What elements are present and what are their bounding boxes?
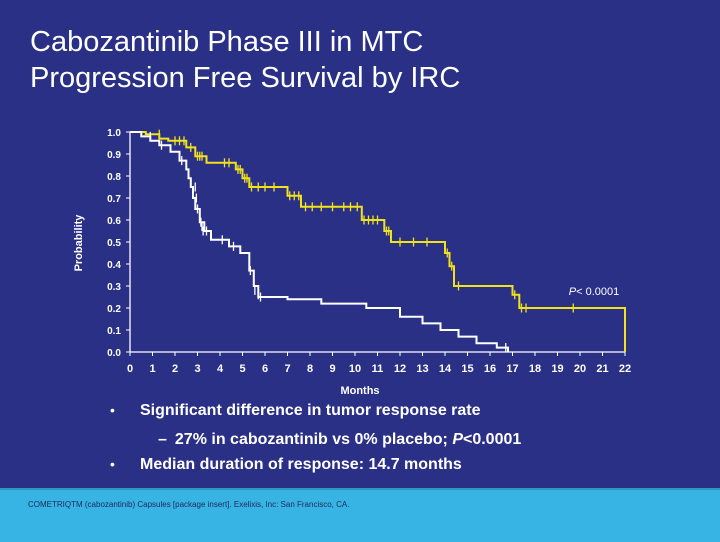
sub-bullet-p: P [452, 431, 463, 448]
sub-bullet-suffix: <0.0001 [462, 431, 522, 448]
bullet-2: • Median duration of response: 14.7 month… [110, 456, 462, 474]
title-line-2: Progression Free Survival by IRC [30, 62, 461, 94]
y-tick-label: 0.6 [107, 216, 121, 227]
y-tick-label: 0.8 [107, 172, 121, 183]
bullet-1-text: Significant difference in tumor response… [140, 402, 481, 419]
sub-bullet: –27% in cabozantinib vs 0% placebo; P<0.… [158, 431, 521, 449]
bullet-dot: • [110, 402, 115, 418]
p-value-annotation: P< 0.0001 [569, 286, 619, 298]
x-tick-label: 22 [619, 363, 631, 375]
y-tick-label: 1.0 [107, 128, 121, 139]
slide-title: Cabozantinib Phase III in MTC Progressio… [30, 24, 690, 96]
x-tick-label: 13 [416, 363, 428, 375]
x-tick-label: 7 [284, 363, 290, 375]
y-tick-label: 0.7 [107, 194, 121, 205]
x-tick-label: 16 [484, 363, 496, 375]
x-axis-label: Months [340, 385, 379, 397]
x-tick-label: 12 [394, 363, 406, 375]
x-tick-label: 11 [372, 363, 384, 375]
bullet-1: • Significant difference in tumor respons… [110, 402, 481, 420]
footer-citation: COMETRIQTM (cabozantinib) Capsules [pack… [28, 500, 350, 509]
y-tick-label: 0.5 [107, 238, 121, 249]
y-tick-label: 0.2 [107, 304, 121, 315]
x-tick-label: 20 [574, 363, 586, 375]
p-value-italic: P [569, 286, 577, 298]
pfs-kaplan-meier-chart: 0.00.10.20.30.40.50.60.70.80.91.00 1 2 3 4 5 6… [73, 128, 631, 397]
sub-bullet-dash: – [158, 431, 167, 448]
x-tick-label: 10 [349, 363, 361, 375]
sub-bullet-prefix: 27% in cabozantinib vs 0% placebo; [174, 431, 453, 448]
x-tick-label: 3 [194, 363, 200, 375]
x-tick-label: 4 [217, 363, 224, 375]
bullet-2-text: Median duration of response: 14.7 months [140, 456, 462, 473]
x-tick-label: 9 [329, 363, 335, 375]
y-axis-label: Probability [73, 214, 85, 272]
x-tick-label: 18 [529, 363, 541, 375]
km-curve-2 [130, 131, 509, 352]
y-tick-label: 0.3 [107, 282, 121, 293]
bullet-dot: • [110, 456, 115, 472]
x-tick-label: 2 [172, 363, 178, 375]
chart-labels: Probability Months P< 0.0001 [73, 214, 619, 397]
x-tick-label: 15 [461, 363, 473, 375]
y-tick-label: 0.1 [107, 326, 121, 337]
x-tick-label: 14 [439, 363, 452, 375]
km-curve-1 [130, 131, 626, 352]
x-tick-label: 1 [149, 363, 155, 375]
x-tick-label: 17 [506, 363, 518, 375]
y-tick-label: 0.4 [107, 260, 121, 271]
title-line-1: Cabozantinib Phase III in MTC [30, 26, 424, 58]
chart-axes: 0.00.10.20.30.40.50.60.70.80.91.00 1 2 3 4 5 6… [107, 128, 631, 375]
footer-citation-bar: COMETRIQTM (cabozantinib) Capsules [pack… [0, 488, 720, 542]
x-tick-label: 6 [262, 363, 268, 375]
x-tick-label: 19 [551, 363, 563, 375]
chart-series [130, 129, 626, 353]
x-tick-label: 8 [307, 363, 313, 375]
p-value-rest: < 0.0001 [576, 286, 619, 298]
x-tick-label: 21 [596, 363, 608, 375]
x-tick-label: 5 [239, 363, 245, 375]
y-tick-label: 0.9 [107, 150, 121, 161]
y-tick-label: 0.0 [107, 348, 121, 359]
x-tick-label: 0 [127, 363, 133, 375]
